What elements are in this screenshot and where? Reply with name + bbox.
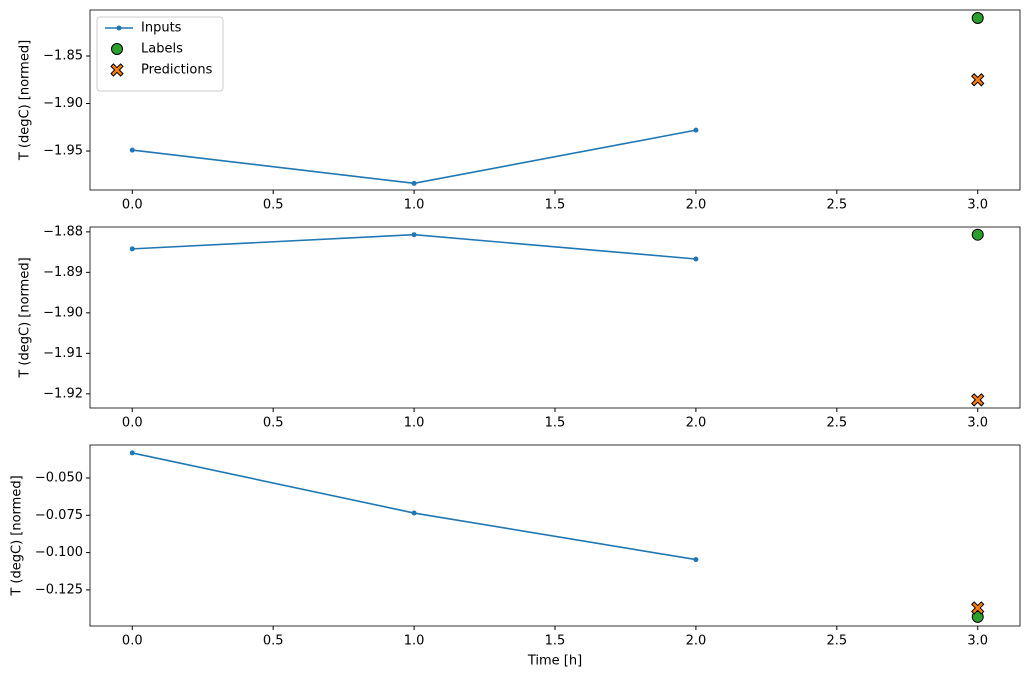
x-tick-label: 2.5 — [826, 634, 847, 649]
x-tick-label: 2.0 — [686, 634, 707, 649]
x-tick-label: 3.0 — [967, 634, 988, 649]
input-line — [132, 129, 697, 185]
y-axis-label: T (degC) [normed] — [18, 257, 33, 378]
x-tick-label: 2.0 — [686, 416, 707, 431]
legend-point — [116, 25, 122, 31]
input-point — [129, 246, 135, 252]
legend: Inputs Labels Predictions — [96, 16, 224, 92]
x-tick-label: 1.0 — [404, 634, 425, 649]
input-point — [129, 450, 135, 456]
input-point — [411, 510, 417, 516]
x-tick-label: 0.0 — [122, 198, 143, 213]
x-tick-label: 2.5 — [826, 198, 847, 213]
y-tick-label: −1.91 — [43, 346, 83, 361]
subplot: 0.0 0.5 1.0 1.5 2.0 2.5 3.0 −1.88 −1.89 −1.90 −1.9… — [18, 224, 1021, 431]
x-tick-label: 0.5 — [263, 416, 284, 431]
y-tick-label: −1.85 — [43, 48, 83, 63]
x-axis-label: Time [h] — [527, 654, 582, 669]
input-line — [132, 233, 696, 260]
prediction-marker — [971, 601, 985, 615]
y-tick-label: −0.075 — [35, 508, 83, 523]
label-marker — [971, 11, 984, 24]
label-marker — [971, 610, 984, 623]
x-tick-label: 1.0 — [404, 198, 425, 213]
legend-label: Predictions — [141, 63, 213, 78]
prediction-marker — [971, 73, 985, 87]
input-point — [693, 256, 699, 262]
input-point — [129, 147, 135, 153]
y-tick-label: −1.90 — [43, 96, 83, 111]
y-tick-label: −0.100 — [35, 545, 83, 560]
input-point — [693, 127, 699, 133]
x-tick-label: 2.0 — [686, 198, 707, 213]
y-tick-label: −1.89 — [43, 265, 83, 280]
x-tick-label: 3.0 — [967, 416, 988, 431]
legend-marker — [110, 63, 124, 77]
input-point — [411, 180, 417, 186]
y-tick-label: −1.88 — [43, 224, 83, 239]
subplot: 0.0 0.5 1.0 1.5 2.0 2.5 3.0 −1.85 −1.90 −1.95 T (d… — [18, 9, 1021, 213]
y-axis-label: T (degC) [normed] — [18, 40, 33, 161]
y-tick-label: −1.92 — [43, 386, 83, 401]
input-line — [132, 452, 697, 561]
x-tick-label: 1.0 — [404, 416, 425, 431]
legend-marker — [111, 43, 123, 55]
x-tick-label: 0.0 — [122, 634, 143, 649]
y-tick-label: −0.050 — [35, 470, 83, 485]
x-tick-label: 0.5 — [263, 198, 284, 213]
y-tick-label: −1.95 — [43, 144, 83, 159]
x-tick-label: 0.0 — [122, 416, 143, 431]
y-tick-label: −1.90 — [43, 305, 83, 320]
x-tick-label: 3.0 — [967, 198, 988, 213]
axes-frame — [89, 444, 1021, 627]
x-tick-label: 1.5 — [545, 634, 566, 649]
legend-label: Inputs — [141, 21, 182, 36]
y-axis-label: T (degC) [normed] — [10, 475, 25, 596]
x-tick-label: 2.5 — [826, 416, 847, 431]
label-marker — [971, 228, 984, 241]
x-tick-label: 0.5 — [263, 634, 284, 649]
axes-frame — [89, 226, 1021, 409]
input-point — [411, 232, 417, 238]
y-tick-label: −0.125 — [35, 582, 83, 597]
x-tick-label: 1.5 — [545, 416, 566, 431]
legend-label: Labels — [141, 42, 183, 57]
x-tick-label: 1.5 — [545, 198, 566, 213]
subplot: 0.0 0.5 1.0 1.5 2.0 2.5 3.0 −0.050 −0.075 −0.100 −… — [10, 444, 1021, 669]
input-point — [693, 557, 699, 563]
legend-frame — [96, 16, 224, 92]
axes-frame — [89, 9, 1021, 191]
prediction-marker — [971, 393, 985, 407]
